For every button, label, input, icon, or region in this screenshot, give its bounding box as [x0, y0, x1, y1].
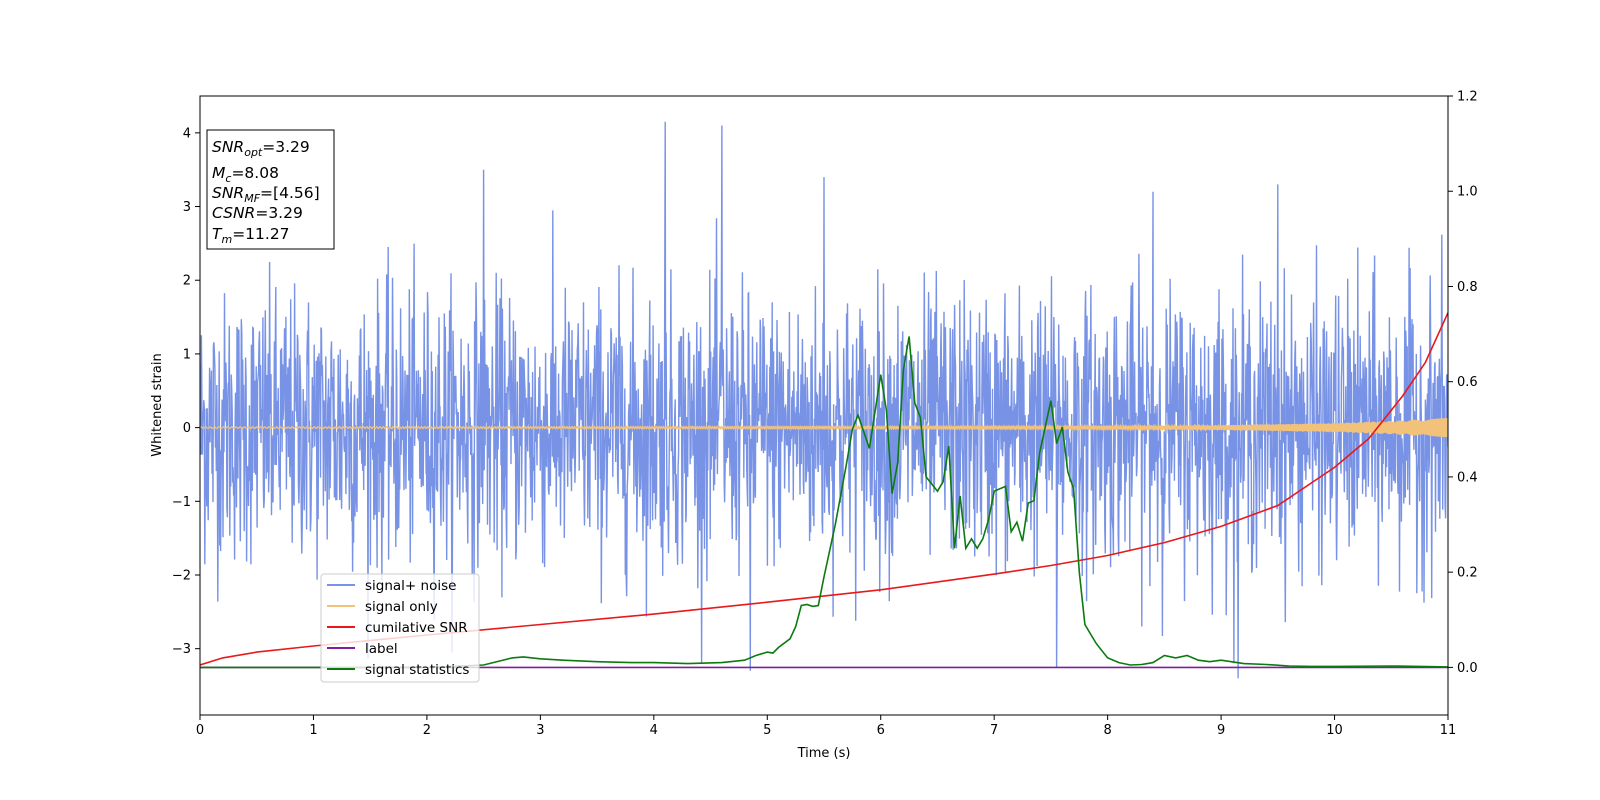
stats-line: SNRMF=[4.56] [212, 184, 320, 205]
legend-entry: signal+ noise [365, 578, 456, 594]
legend-entry: cumilative SNR [365, 620, 468, 636]
y2-tick-label: 1.2 [1457, 90, 1478, 105]
y-tick-label: 1 [183, 347, 191, 362]
x-tick-label: 6 [877, 723, 885, 738]
legend: signal+ noise signal only cumilative SNR la… [320, 573, 480, 683]
x-tick-label: 2 [423, 723, 431, 738]
y-tick-label: 4 [183, 126, 191, 141]
legend-entry: signal statistics [365, 662, 469, 678]
stats-line: CSNR=3.29 [212, 204, 303, 222]
y2-tick-label: 0.2 [1457, 566, 1478, 581]
y2-tick-label: 0.0 [1457, 661, 1478, 676]
y2-tick-label: 0.8 [1457, 280, 1478, 295]
y-tick-label: 2 [183, 274, 191, 289]
x-tick-label: 9 [1217, 723, 1225, 738]
stats-line: Tm=11.27 [212, 225, 290, 246]
x-tick-label: 0 [196, 723, 204, 738]
x-tick-label: 10 [1326, 723, 1343, 738]
x-tick-label: 11 [1440, 723, 1457, 738]
y2-tick-label: 0.6 [1457, 375, 1478, 390]
legend-entry: label [365, 641, 398, 657]
series-signal-only [200, 418, 1448, 438]
x-tick-label: 8 [1103, 723, 1111, 738]
y-tick-label: −2 [172, 568, 191, 583]
y-tick-label: 3 [183, 200, 191, 215]
series-signal-statistics [200, 336, 1448, 669]
series-signal-noise [200, 121, 1448, 679]
stats-line: Mc=8.08 [212, 164, 279, 185]
y-tick-label: −1 [172, 495, 191, 510]
x-tick-label: 7 [990, 723, 998, 738]
x-tick-label: 4 [650, 723, 658, 738]
y2-tick-label: 1.0 [1457, 185, 1478, 200]
stats-box-frame [206, 129, 335, 250]
x-tick-label: 1 [309, 723, 317, 738]
x-tick-label: 5 [763, 723, 771, 738]
axes: 0 1 2 3 4 5 6 7 8 9 10 11 −3 −2 −1 0 1 2 3 4 0.0 0.2 0.4 0.6 0.8… [172, 90, 1478, 739]
legend-frame [320, 573, 480, 683]
y-axis-label: Whitened strain [150, 353, 165, 456]
legend-entry: signal only [365, 599, 438, 615]
x-tick-label: 3 [536, 723, 544, 738]
y2-tick-label: 0.4 [1457, 470, 1478, 485]
y-tick-label: −3 [172, 642, 191, 657]
plot-frame [199, 95, 1449, 716]
y-tick-label: 0 [183, 421, 191, 436]
x-axis-label: Time (s) [797, 746, 851, 761]
stats-line: SNRopt=3.29 [212, 138, 310, 159]
